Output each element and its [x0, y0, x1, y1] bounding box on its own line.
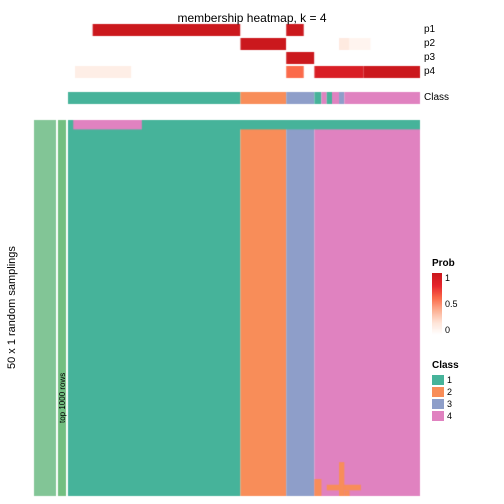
legend-class-item-4: 4 — [432, 410, 459, 422]
sidebar-label: 50 x 1 random samplings — [6, 120, 18, 496]
label-p4: p4 — [424, 66, 435, 77]
legend-prob-tick-0: 0 — [445, 325, 458, 335]
legend-prob-tick-1: 1 — [445, 273, 458, 283]
legend-class-label-3: 3 — [447, 399, 452, 409]
label-p1: p1 — [424, 24, 435, 35]
legend-class-label-2: 2 — [447, 387, 452, 397]
legend-class-item-2: 2 — [432, 386, 459, 398]
legend-class-label-1: 1 — [447, 375, 452, 385]
label-p3: p3 — [424, 52, 435, 63]
legend-swatch-3 — [432, 399, 444, 409]
legend-class: Class 1 2 3 4 — [432, 360, 459, 422]
legend-class-label-4: 4 — [447, 411, 452, 421]
label-class: Class — [424, 92, 449, 103]
legend-class-item-3: 3 — [432, 398, 459, 410]
chart-title: membership heatmap, k = 4 — [0, 11, 504, 25]
legend-swatch-4 — [432, 411, 444, 421]
legend-prob-tick-05: 0.5 — [445, 299, 458, 309]
rowbar-label: top 1000 rows — [58, 300, 67, 496]
legend-prob-bar — [432, 273, 442, 335]
legend-class-title: Class — [432, 360, 459, 371]
legend-prob-title: Prob — [432, 258, 458, 269]
legend-swatch-2 — [432, 387, 444, 397]
legend-class-item-1: 1 — [432, 374, 459, 386]
legend-prob: Prob 1 0.5 0 — [432, 258, 458, 335]
legend-swatch-1 — [432, 375, 444, 385]
label-p2: p2 — [424, 38, 435, 49]
